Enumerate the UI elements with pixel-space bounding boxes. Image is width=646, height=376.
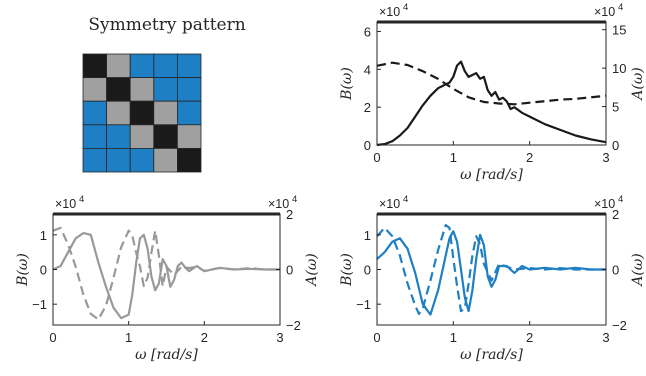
matrix-cell	[153, 147, 178, 173]
exponent-right: ×10	[594, 5, 615, 19]
matrix-cell	[82, 53, 108, 79]
y-tick-label: 2	[364, 100, 371, 115]
series-line-a	[376, 61, 607, 106]
x-tick-label: 3	[602, 330, 609, 345]
x-tick-label: 3	[602, 150, 609, 165]
exponent-right: ×10	[594, 197, 615, 211]
plot-bottom-left: 0 1 2 3−101−202×10 4 ×10 4ω [rad/s]B(ω) A(ω)	[15, 194, 320, 363]
matrix-cell	[129, 147, 155, 173]
exponent-left: ×10	[379, 5, 400, 19]
matrix-cell	[106, 53, 131, 79]
y-tick-label: 0	[364, 138, 371, 153]
plot-frame	[376, 213, 607, 326]
exponent-right: ×10	[268, 197, 289, 211]
matrix-cell	[106, 100, 131, 126]
matrix-cell	[176, 100, 202, 126]
x-tick-label: 1	[450, 150, 457, 165]
matrix-cell	[176, 147, 202, 173]
y-tick-label: −1	[356, 297, 371, 312]
matrix-cell	[153, 77, 178, 102]
y-tick-label: 1	[40, 228, 47, 243]
x-tick-label: 3	[276, 330, 283, 345]
y-axis-label-right: A(ω)	[630, 67, 646, 101]
y-right-tick-label: 0	[612, 138, 619, 153]
exponent-right-power: 4	[618, 194, 623, 205]
series-line-a	[52, 226, 280, 321]
matrix-cell	[129, 124, 155, 149]
matrix-cell	[106, 147, 131, 173]
matrix-cell	[176, 124, 202, 149]
matrix-cell	[129, 100, 155, 126]
x-tick-label: 0	[49, 330, 56, 345]
y-right-tick-label: 2	[286, 207, 293, 222]
y-right-tick-label: 0	[612, 263, 619, 278]
y-tick-label: 4	[364, 62, 371, 77]
series-line-b	[376, 230, 606, 316]
y-tick-label: 0	[364, 263, 371, 278]
plot-frame	[376, 21, 607, 146]
y-axis-label-right: A(ω)	[304, 253, 320, 287]
matrix-cell	[153, 124, 178, 149]
matrix-cell	[153, 100, 178, 126]
matrix-cell	[176, 53, 202, 79]
y-tick-label: −1	[32, 297, 47, 312]
exponent-left-power: 4	[79, 194, 84, 205]
matrix-cell	[82, 77, 108, 102]
y-axis-label-left: B(ω)	[15, 253, 31, 287]
y-right-tick-label: 15	[612, 23, 626, 38]
x-tick-label: 1	[125, 330, 132, 345]
matrix-cell	[82, 124, 108, 149]
y-tick-label: 0	[40, 263, 47, 278]
matrix-cell	[129, 77, 155, 102]
matrix-cell	[106, 124, 131, 149]
y-axis-label-left: B(ω)	[339, 67, 355, 101]
exponent-left: ×10	[55, 197, 76, 211]
y-right-tick-label: −2	[612, 318, 627, 333]
y-right-tick-label: 0	[286, 263, 293, 278]
x-tick-label: 1	[450, 330, 457, 345]
matrix-cell	[106, 77, 131, 102]
y-tick-label: 1	[364, 228, 371, 243]
x-tick-label: 0	[373, 330, 380, 345]
exponent-left: ×10	[379, 197, 400, 211]
y-right-tick-label: 10	[612, 61, 626, 76]
matrix-cell	[153, 53, 178, 79]
matrix-cell	[82, 100, 108, 126]
x-tick-label: 0	[373, 150, 380, 165]
series-line-b	[376, 60, 607, 147]
matrix-cell	[176, 77, 202, 102]
x-tick-label: 2	[201, 330, 208, 345]
y-right-tick-label: 5	[612, 100, 619, 115]
y-right-tick-label: −2	[286, 318, 301, 333]
series-line-a	[376, 224, 606, 315]
x-axis-label: ω [rad/s]	[460, 347, 523, 363]
x-tick-label: 2	[526, 150, 533, 165]
y-right-tick-label: 2	[612, 207, 619, 222]
matrix-cell	[129, 53, 155, 79]
symmetry-matrix	[82, 53, 202, 173]
y-axis-label-left: B(ω)	[339, 253, 355, 287]
x-axis-label: ω [rad/s]	[135, 347, 198, 363]
y-axis-label-right: A(ω)	[630, 253, 646, 287]
exponent-right-power: 4	[292, 194, 297, 205]
exponent-left-power: 4	[403, 2, 408, 13]
y-tick-label: 6	[364, 24, 371, 39]
exponent-left-power: 4	[403, 194, 408, 205]
x-tick-label: 2	[526, 330, 533, 345]
x-axis-label: ω [rad/s]	[460, 167, 523, 183]
matrix-cell	[82, 147, 108, 173]
exponent-right-power: 4	[618, 2, 623, 13]
plot-bottom-right: 0 1 2 3−101−202×10 4 ×10 4ω [rad/s]B(ω) A(ω)	[339, 194, 646, 363]
matrix-title: Symmetry pattern	[88, 15, 245, 35]
